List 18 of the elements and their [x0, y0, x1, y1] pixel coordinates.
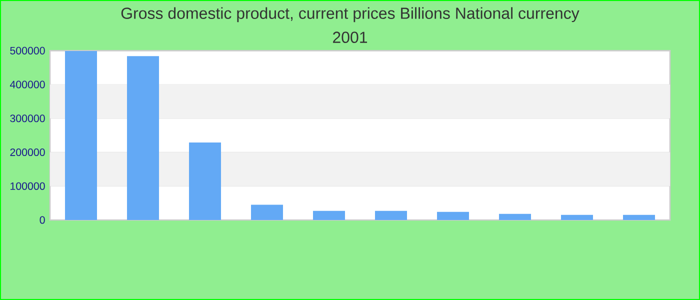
- bar: [251, 204, 283, 220]
- y-tick-label: 500000: [10, 46, 45, 54]
- y-tick-label: 0: [40, 216, 45, 224]
- bar: [65, 51, 97, 220]
- y-tick-label: 300000: [10, 114, 45, 122]
- chart-title: Gross domestic product, current prices Billions National currency: [121, 7, 580, 22]
- bar: [189, 142, 221, 220]
- y-tick-label: 200000: [10, 148, 45, 156]
- y-tick-label: 400000: [10, 80, 45, 88]
- bar: [313, 210, 345, 220]
- bar: [375, 210, 407, 220]
- bar: [437, 212, 469, 220]
- chart-subtitle: 2001: [333, 32, 368, 44]
- bar: [623, 214, 655, 220]
- bar: [499, 214, 531, 220]
- bar: [561, 214, 593, 220]
- y-tick-label: 100000: [10, 182, 45, 190]
- bar: [127, 56, 159, 220]
